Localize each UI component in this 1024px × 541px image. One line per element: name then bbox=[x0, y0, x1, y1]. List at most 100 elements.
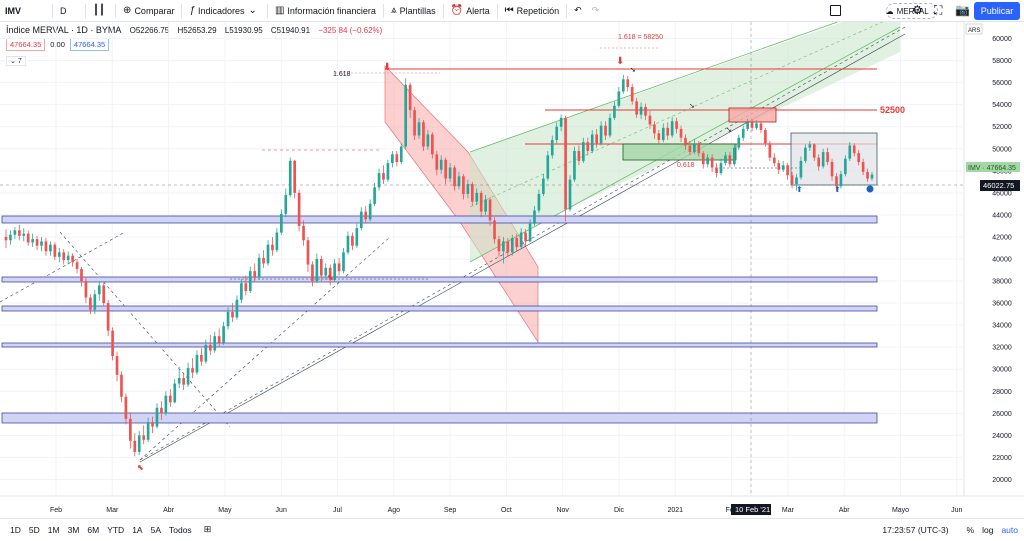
candle-body bbox=[790, 175, 794, 185]
goto-date-icon[interactable]: ⊞ bbox=[203, 524, 212, 534]
candle-body bbox=[675, 121, 678, 129]
price-chart[interactable]: 1.618 1.618 = 58250 52500 0.618 ⬇ ⬇ ⬉ ⬉ … bbox=[0, 22, 1024, 518]
candle-body bbox=[80, 268, 83, 282]
crosshair-price-tag-bg bbox=[980, 180, 1020, 191]
candle-body bbox=[271, 244, 274, 251]
compare-button[interactable]: ⊕ Comparar bbox=[118, 0, 179, 22]
candle-body bbox=[151, 422, 154, 427]
candle-body bbox=[248, 271, 252, 291]
candle-body bbox=[688, 145, 692, 153]
candle-body bbox=[62, 252, 66, 261]
range-button[interactable]: 1D bbox=[10, 524, 21, 535]
candle-body bbox=[706, 157, 710, 165]
candle-body bbox=[160, 407, 163, 414]
candle-body bbox=[448, 167, 452, 179]
candle-body bbox=[311, 264, 314, 282]
time-tick-label: Abr bbox=[163, 507, 175, 514]
gear-icon: ⚙ bbox=[912, 3, 923, 17]
candle-body bbox=[484, 199, 487, 212]
settings-button[interactable]: ⚙ bbox=[912, 3, 923, 17]
range-button[interactable]: Todos bbox=[169, 524, 192, 535]
last-price-tag-bg bbox=[966, 162, 1020, 172]
range-button[interactable]: 3M bbox=[67, 524, 80, 535]
price-axis[interactable]: 20000 22000 24000 26000 28000 30000 32000 34000… bbox=[963, 22, 1012, 496]
candle-body bbox=[337, 263, 341, 272]
range-button[interactable]: 5A bbox=[150, 524, 161, 535]
candle-body bbox=[386, 163, 390, 180]
candle-body bbox=[288, 160, 292, 196]
candle-body bbox=[435, 154, 439, 170]
candle-body bbox=[839, 174, 843, 187]
candle-body bbox=[368, 203, 372, 220]
candle-body bbox=[142, 435, 146, 440]
candle-body bbox=[670, 121, 674, 136]
candle-body bbox=[253, 271, 257, 278]
candle-body bbox=[97, 285, 101, 295]
indicators-button[interactable]: ƒ Indicadores ⌄ bbox=[184, 0, 264, 22]
candle-body bbox=[750, 122, 754, 128]
fib-target-label: 1.618 = 58250 bbox=[618, 34, 663, 41]
range-button[interactable]: 1A bbox=[132, 524, 143, 535]
candle-body bbox=[861, 161, 865, 172]
redo-button[interactable]: ↷ bbox=[587, 0, 605, 22]
candle-body bbox=[164, 395, 168, 414]
range-button[interactable]: 1M bbox=[47, 524, 60, 535]
replay-button[interactable]: ⏮ Repetición bbox=[500, 0, 565, 22]
price-tick-label: 30000 bbox=[992, 367, 1012, 374]
price-tick-label: 42000 bbox=[992, 234, 1012, 241]
price-tick-label: 28000 bbox=[992, 389, 1012, 396]
candle-body bbox=[395, 154, 399, 162]
time-axis[interactable]: FebMarAbrMayJunJulAgoSepOctNovDic2021Feb… bbox=[0, 495, 1024, 514]
price-tick-label: 40000 bbox=[992, 257, 1012, 264]
bottom-toolbar: 1D 5D 1M 3M 6M YTD 1A 5A Todos ⊞ 17:23:57 (UTC-3… bbox=[0, 518, 1024, 540]
divider bbox=[382, 3, 384, 18]
percent-toggle[interactable]: % bbox=[966, 525, 975, 535]
log-toggle[interactable]: log bbox=[982, 525, 994, 535]
grid-lines bbox=[0, 22, 962, 496]
divider bbox=[181, 3, 183, 18]
candle-body bbox=[710, 157, 714, 168]
top-toolbar: IMV D ┃┃ ⊕ Comparar ƒ Indicadores ⌄ ▥ In… bbox=[0, 0, 1024, 22]
range-button[interactable]: 5D bbox=[28, 524, 40, 535]
chart-type-button[interactable]: ┃┃ bbox=[88, 0, 113, 22]
interval-button[interactable]: D bbox=[60, 5, 67, 16]
candle-body bbox=[795, 177, 798, 185]
help-icon[interactable] bbox=[866, 185, 874, 193]
financials-button[interactable]: ▥ Información financiera bbox=[270, 0, 381, 22]
symbol-search[interactable]: IMV bbox=[5, 5, 22, 16]
price-tick-label: 20000 bbox=[992, 477, 1012, 484]
undo-button[interactable]: ↶ bbox=[569, 0, 587, 22]
currency-tag-bg bbox=[965, 23, 983, 35]
candle-body bbox=[177, 378, 181, 384]
range-button[interactable]: 6M bbox=[87, 524, 100, 535]
layout-button[interactable] bbox=[830, 5, 841, 16]
templates-button[interactable]: ⩓ Plantillas bbox=[386, 0, 441, 22]
candle-body bbox=[439, 159, 443, 170]
snapshot-button[interactable]: 📷 bbox=[955, 3, 970, 17]
candle-body bbox=[422, 122, 425, 147]
time-tick-label: Ago bbox=[388, 507, 401, 514]
support-zone-32000 bbox=[1, 342, 878, 348]
publish-button[interactable]: Publicar bbox=[974, 2, 1020, 20]
auto-toggle[interactable]: auto bbox=[1001, 525, 1018, 535]
candle-body bbox=[470, 184, 474, 202]
time-tick-label: Mayo bbox=[892, 507, 909, 514]
arrow-up-blue-1: ⬆ bbox=[796, 185, 803, 194]
candle-body bbox=[355, 228, 359, 246]
arrow-down-red-2: ⬇ bbox=[616, 56, 624, 67]
candle-body bbox=[4, 236, 8, 241]
alert-label: Alerta bbox=[466, 5, 490, 16]
price-tick-label: 58000 bbox=[992, 58, 1012, 65]
time-tick-label: Sep bbox=[444, 507, 457, 514]
candle-body bbox=[426, 134, 430, 147]
range-button[interactable]: YTD bbox=[107, 524, 125, 535]
candle-body bbox=[213, 336, 217, 351]
clock-time[interactable]: 17:23:57 (UTC-3) bbox=[882, 525, 949, 535]
fullscreen-button[interactable]: ⛶ bbox=[934, 3, 942, 18]
candle-body bbox=[755, 123, 758, 128]
alert-button[interactable]: ⏰ Alerta bbox=[446, 0, 495, 22]
layout-name-box[interactable]: ☁ MERVAL ⌄ bbox=[886, 3, 938, 19]
support-box-green bbox=[622, 143, 737, 161]
compare-label: Comparar bbox=[134, 5, 175, 16]
level-52500-label: 52500 bbox=[880, 105, 905, 115]
